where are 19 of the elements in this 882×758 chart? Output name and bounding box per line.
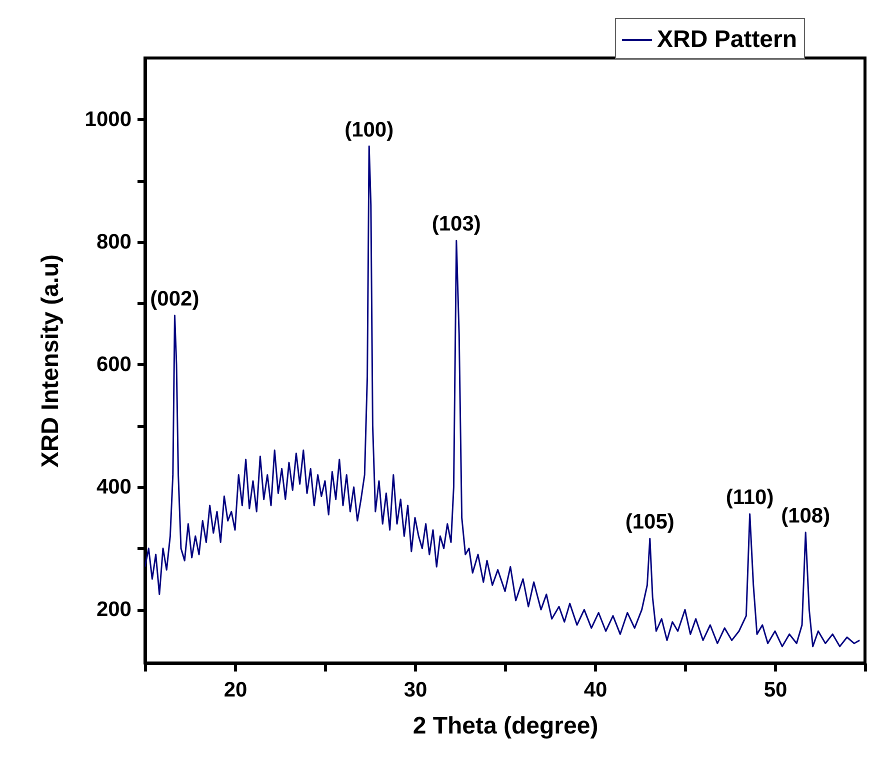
x-tick-label: 20 xyxy=(224,678,248,702)
x-tick-label: 40 xyxy=(584,678,608,702)
annotation: (103) xyxy=(432,212,481,236)
y-tick-label: 600 xyxy=(96,352,132,376)
x-tick-label: 30 xyxy=(404,678,428,702)
y-tick-label: 400 xyxy=(96,476,132,499)
y-tick-label: 800 xyxy=(96,230,132,254)
x-tick-label: 50 xyxy=(764,678,788,702)
y-tick-label: 1000 xyxy=(84,108,132,131)
annotation: (105) xyxy=(625,510,674,534)
y-axis-title: XRD Intensity (a.u) xyxy=(36,254,64,468)
y-tick-label: 200 xyxy=(96,598,132,622)
legend-label: XRD Pattern xyxy=(657,26,798,53)
annotation: (110) xyxy=(726,486,774,510)
annotation: (100) xyxy=(344,118,394,142)
annotation: (002) xyxy=(150,287,200,310)
x-axis-title: 2 Theta (degree) xyxy=(412,712,598,740)
line-series xyxy=(145,146,860,648)
annotation: (108) xyxy=(781,504,830,528)
